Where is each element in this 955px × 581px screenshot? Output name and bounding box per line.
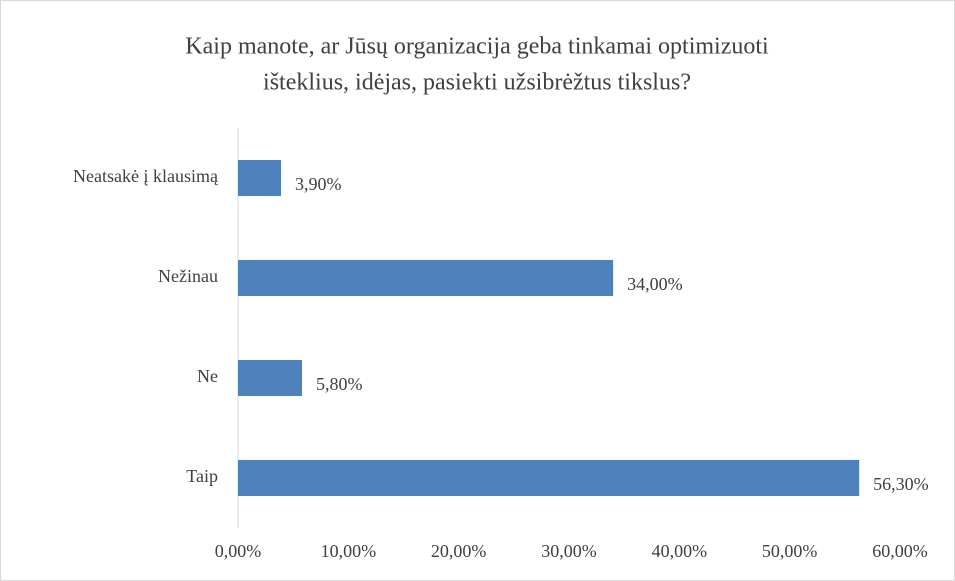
data-label: 5,80% [316,374,363,394]
data-label: 34,00% [627,274,683,294]
y-tick-label: Neatsakė į klausimą [73,166,219,186]
y-tick-label: Taip [186,466,218,486]
bar [238,460,860,496]
data-label: 3,90% [295,174,342,194]
x-tick-label: 50,00% [762,541,818,561]
data-label: 56,30% [873,474,929,494]
x-tick-label: 10,00% [321,541,377,561]
chart-title: išteklius, idėjas, pasiekti užsibrėžtus … [263,70,691,96]
x-tick-label: 20,00% [431,541,487,561]
chart-title: Kaip manote, ar Jūsų organizacija geba t… [185,34,769,60]
bar [238,360,302,396]
x-tick-label: 0,00% [215,541,262,561]
x-tick-label: 40,00% [652,541,708,561]
bar [238,160,282,196]
x-tick-label: 30,00% [541,541,597,561]
y-tick-label: Ne [197,366,218,386]
y-tick-label: Nežinau [158,266,218,286]
x-tick-label: 60,00% [872,541,928,561]
bar [238,260,614,296]
